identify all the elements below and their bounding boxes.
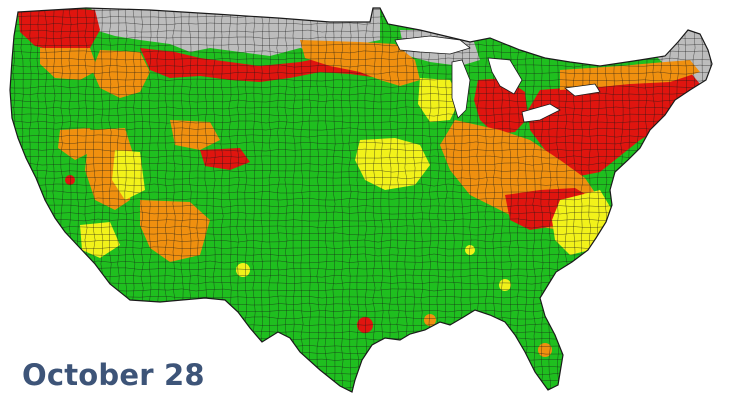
lake-ontario — [564, 83, 601, 97]
lake-superior — [394, 35, 471, 55]
county-border-v — [348, 8, 352, 392]
hotspot-7 — [499, 279, 511, 291]
county-border-h — [0, 401, 728, 403]
lake-huron — [487, 57, 523, 95]
hotspot-2 — [424, 314, 436, 326]
hotspot-5 — [236, 263, 250, 277]
county-border-v — [620, 8, 624, 392]
county-border-h — [10, 78, 712, 82]
hotspot-8 — [465, 245, 475, 255]
county-border-v — [308, 8, 312, 392]
date-label: October 28 — [22, 358, 205, 392]
county-border-h — [10, 169, 712, 173]
nevada-yellow — [112, 150, 145, 200]
county-border-h — [10, 134, 712, 138]
county-border-v — [5, 0, 7, 408]
county-border-v — [316, 8, 320, 392]
county-border-v — [340, 8, 344, 392]
county-border-h — [0, 394, 728, 396]
county-border-h — [0, 408, 728, 410]
county-border-h — [10, 127, 712, 131]
county-border-v — [356, 8, 360, 392]
county-border-v — [396, 8, 400, 392]
county-border-v — [725, 0, 727, 408]
midwest-yellow — [355, 138, 430, 190]
county-border-h — [10, 120, 712, 124]
colorado-red — [200, 148, 250, 170]
northern-orange-belt — [92, 50, 150, 98]
county-border-h — [10, 218, 712, 222]
county-border-v — [612, 8, 616, 392]
county-border-v — [380, 8, 384, 392]
county-border-v — [388, 8, 392, 392]
county-border-v — [524, 8, 528, 392]
county-border-v — [717, 0, 719, 408]
county-border-v — [532, 8, 536, 392]
county-border-v — [372, 8, 376, 392]
county-border-h — [10, 141, 712, 145]
county-border-v — [260, 8, 264, 392]
county-border-h — [10, 92, 712, 96]
county-border-v — [364, 8, 368, 392]
county-border-v — [300, 8, 304, 392]
lake-michigan — [451, 59, 471, 119]
county-border-h — [10, 155, 712, 159]
county-border-h — [10, 148, 712, 152]
county-border-h — [10, 162, 712, 166]
southwest-orange — [140, 200, 210, 262]
county-border-v — [292, 8, 296, 392]
northeast-orange — [560, 60, 700, 90]
county-border-h — [10, 106, 712, 110]
county-border-v — [332, 8, 336, 392]
lake-erie — [521, 103, 561, 123]
arizona-yellow — [80, 222, 120, 258]
county-border-h — [10, 113, 712, 117]
county-border-h — [10, 183, 712, 187]
county-border-h — [10, 71, 712, 75]
county-border-h — [10, 85, 712, 89]
county-border-v — [540, 8, 544, 392]
northeast-red — [528, 72, 705, 176]
county-border-v — [324, 8, 328, 392]
